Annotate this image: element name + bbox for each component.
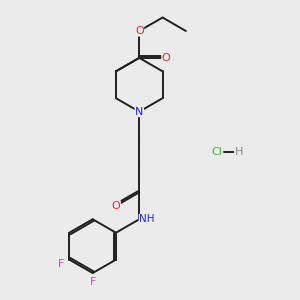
Text: O: O xyxy=(135,26,144,36)
Text: NH: NH xyxy=(139,214,155,224)
Text: N: N xyxy=(135,107,143,117)
Text: H: H xyxy=(235,147,243,157)
Text: O: O xyxy=(162,53,170,63)
Text: F: F xyxy=(58,259,64,269)
Text: Cl: Cl xyxy=(212,147,223,157)
Text: F: F xyxy=(89,278,96,287)
Text: O: O xyxy=(112,201,120,211)
